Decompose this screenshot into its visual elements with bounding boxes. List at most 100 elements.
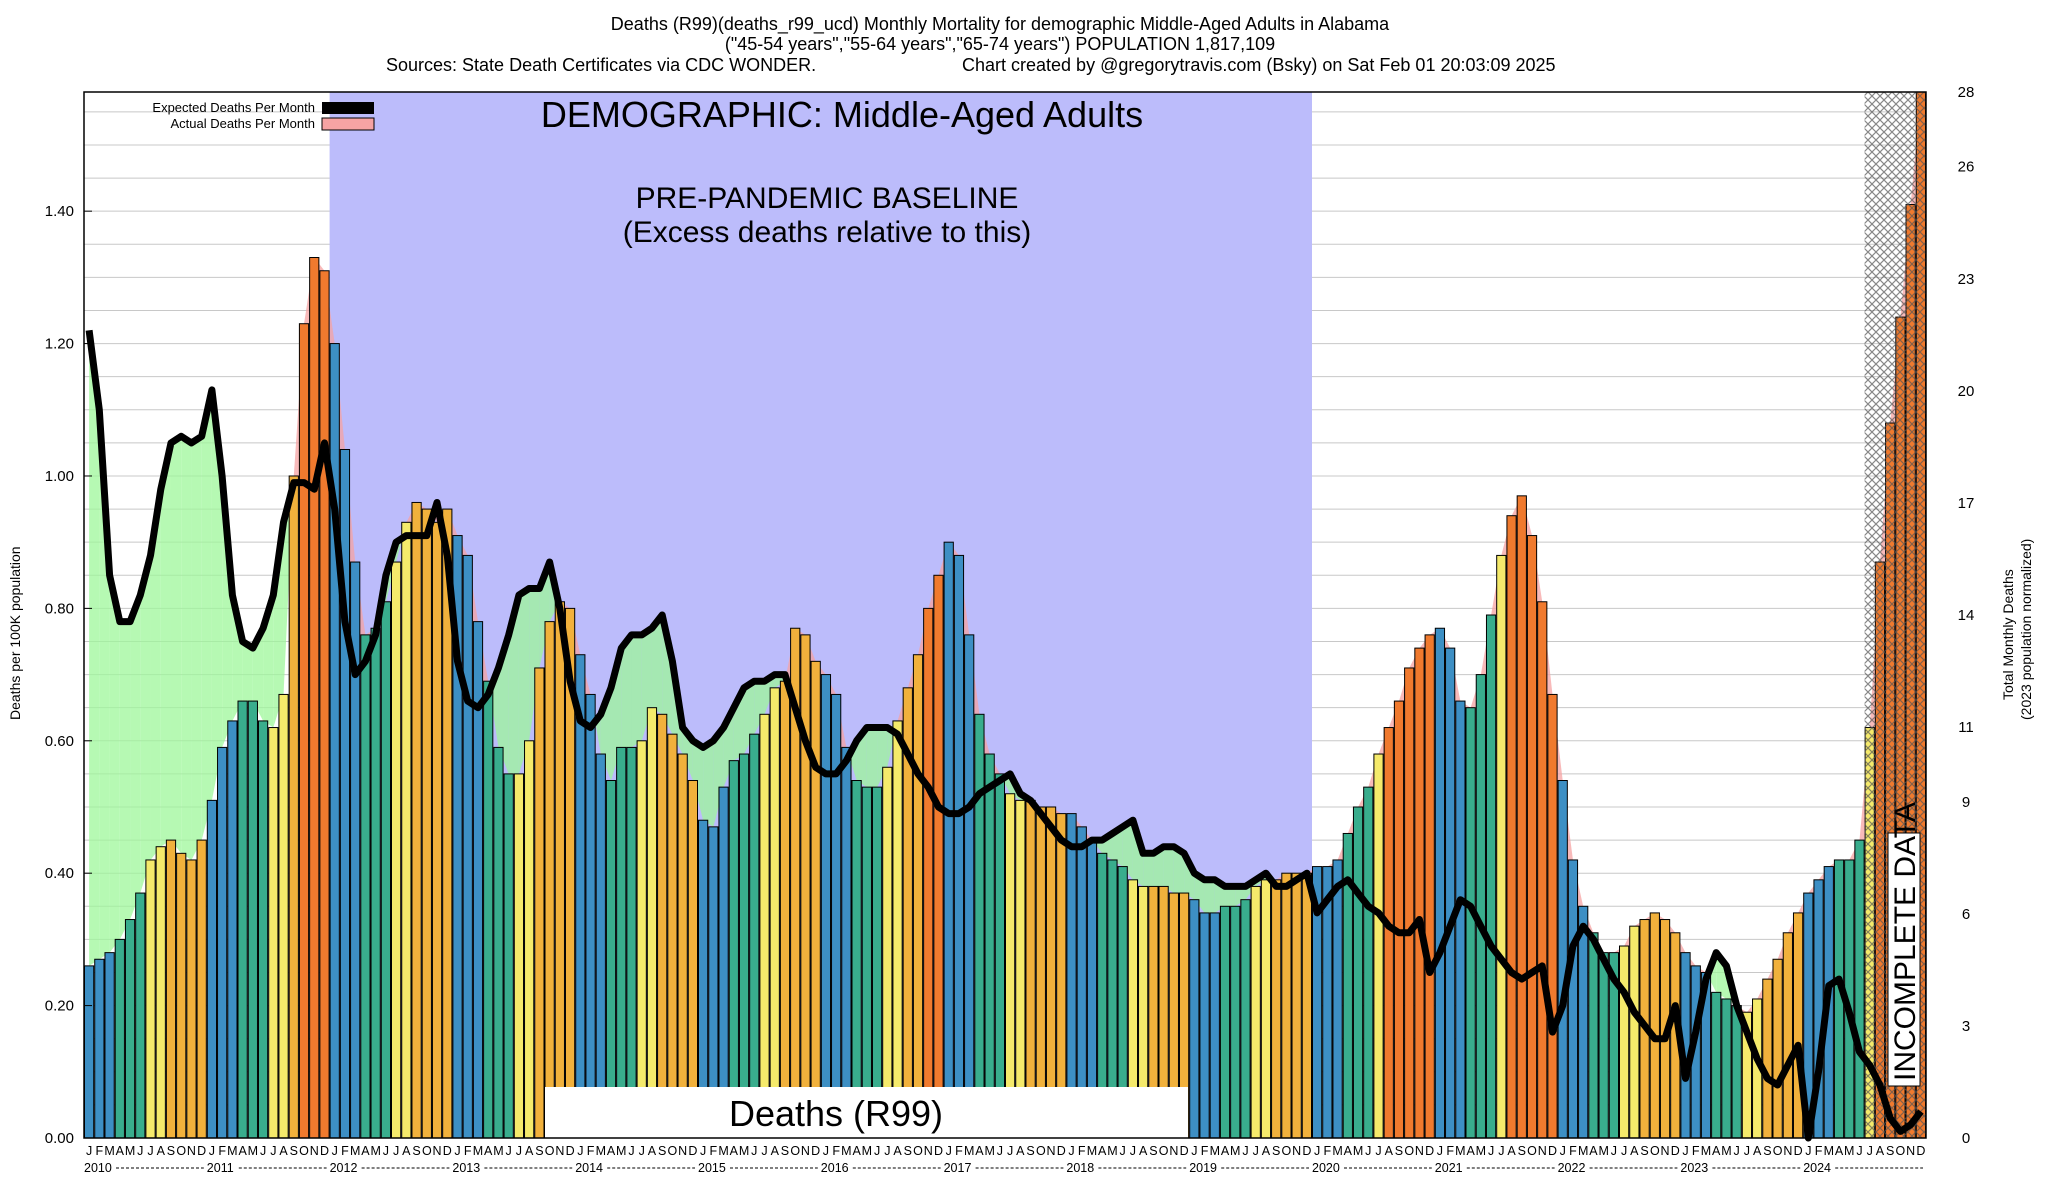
x-month-label: N <box>1538 1144 1547 1158</box>
x-month-label: J <box>884 1144 890 1158</box>
deficit-fill-segment <box>1225 886 1236 907</box>
x-month-label: F <box>832 1144 840 1158</box>
x-month-label: A <box>361 1144 370 1158</box>
right-axis-label-2: (2023 population normalized) <box>2018 539 2034 720</box>
x-month-label: F <box>1692 1144 1700 1158</box>
bar-actual <box>575 654 586 1139</box>
x-year-label: 2011 <box>207 1161 234 1175</box>
bar-actual <box>257 720 269 1139</box>
bar-actual <box>585 693 596 1139</box>
x-month-label: M <box>1578 1144 1588 1158</box>
deficit-fill-segment <box>160 442 171 847</box>
bar-actual <box>217 746 228 1139</box>
x-month-label: S <box>1640 1144 1648 1158</box>
x-month-label: A <box>648 1144 657 1158</box>
bar-actual <box>227 720 238 1139</box>
plot-frame <box>83 91 1927 1139</box>
bar-actual <box>1424 634 1435 1139</box>
x-month-label: M <box>1476 1144 1486 1158</box>
bar-actual <box>1219 905 1231 1139</box>
x-month-label: N <box>1661 1144 1670 1158</box>
x-month-label: J <box>823 1144 829 1158</box>
bar-actual <box>953 554 965 1139</box>
x-month-label: J <box>1191 1144 1197 1158</box>
bar-actual <box>646 707 658 1139</box>
legend: Expected Deaths Per Month Actual Deaths … <box>152 100 375 131</box>
x-month-label: A <box>1876 1144 1885 1158</box>
x-month-label: J <box>86 1144 92 1158</box>
x-month-label: J <box>639 1144 645 1158</box>
x-month-label: O <box>913 1144 923 1158</box>
bar-actual <box>421 508 432 1139</box>
x-month-label: F <box>1569 1144 1577 1158</box>
bar-actual <box>831 693 842 1139</box>
bar-actual <box>155 846 166 1139</box>
x-month-label: J <box>874 1144 880 1158</box>
bar-actual <box>391 561 402 1139</box>
bar-actual <box>728 760 739 1139</box>
deficit-fill-segment <box>232 595 243 721</box>
deficit-fill-segment <box>703 740 714 827</box>
bar-actual <box>800 634 811 1139</box>
x-month-label: M <box>1230 1144 1240 1158</box>
x-month-label: M <box>1455 1144 1465 1158</box>
x-month-label: M <box>227 1144 237 1158</box>
bar-actual <box>1189 899 1200 1139</box>
x-month-label: J <box>1621 1144 1627 1158</box>
chart-title-line2: ("45-54 years","55-64 years","65-74 year… <box>725 34 1275 54</box>
deficit-fill-segment <box>1204 879 1215 913</box>
bar-actual <box>380 601 391 1139</box>
incomplete-data-label: INCOMPLETE DATA <box>1889 802 1922 1081</box>
x-month-label: J <box>1242 1144 1248 1158</box>
cause-label: Deaths (R99) <box>729 1093 943 1134</box>
bar-actual <box>718 786 729 1139</box>
x-month-label: O <box>1650 1144 1660 1158</box>
x-month-label: A <box>975 1144 984 1158</box>
bar-actual <box>94 958 105 1139</box>
legend-actual-label: Actual Deaths Per Month <box>170 116 315 131</box>
deficit-fill-segment <box>1173 846 1185 894</box>
bar-actual <box>1352 806 1364 1139</box>
bar-actual <box>984 753 995 1139</box>
bar-actual <box>1230 905 1241 1139</box>
x-month-label: A <box>116 1144 125 1158</box>
x-month-label: D <box>1916 1144 1925 1158</box>
x-month-label: D <box>1671 1144 1680 1158</box>
bar-actual <box>1332 859 1343 1139</box>
bar-actual <box>1547 693 1558 1139</box>
right-tick-label: 28 <box>1958 84 1975 101</box>
x-year-label: 2019 <box>1189 1161 1217 1175</box>
bar-actual <box>186 859 197 1139</box>
x-month-label: O <box>545 1144 555 1158</box>
x-month-label: J <box>1007 1144 1013 1158</box>
bar-actual <box>513 773 525 1139</box>
x-month-label: M <box>1353 1144 1363 1158</box>
x-month-label: D <box>811 1144 820 1158</box>
x-month-label: J <box>1253 1144 1259 1158</box>
x-month-label: N <box>924 1144 933 1158</box>
bar-actual <box>1578 905 1589 1139</box>
bar-actual <box>247 700 258 1139</box>
deficit-fill-segment <box>130 595 141 920</box>
x-month-label: J <box>1744 1144 1750 1158</box>
x-month-label: O <box>790 1144 800 1158</box>
x-month-label: M <box>370 1144 380 1158</box>
x-month-label: O <box>299 1144 309 1158</box>
x-month-label: M <box>964 1144 974 1158</box>
bar-actual <box>1301 872 1313 1139</box>
bar-actual <box>964 634 975 1139</box>
y-tick-label: 0.00 <box>45 1130 74 1147</box>
x-year-label: 2023 <box>1680 1161 1708 1175</box>
x-month-label: N <box>1906 1144 1915 1158</box>
x-month-label: S <box>1272 1144 1280 1158</box>
bar-actual <box>1414 647 1425 1139</box>
x-month-label: J <box>751 1144 757 1158</box>
bar-actual <box>503 773 514 1139</box>
x-month-label: A <box>607 1144 616 1158</box>
legend-expected-label: Expected Deaths Per Month <box>152 100 315 115</box>
x-month-label: M <box>1701 1144 1711 1158</box>
x-month-label: M <box>616 1144 626 1158</box>
x-month-label: M <box>1332 1144 1342 1158</box>
chart-sources: Sources: State Death Certificates via CD… <box>386 55 816 75</box>
